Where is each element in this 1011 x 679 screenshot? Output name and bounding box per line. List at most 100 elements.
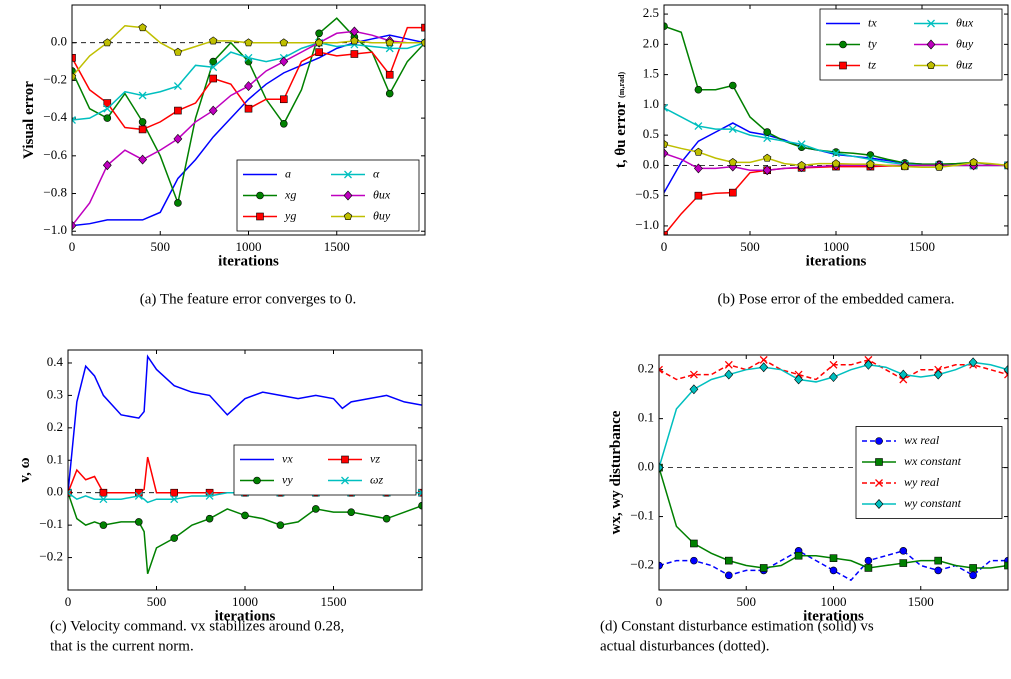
marker — [138, 91, 147, 100]
marker — [385, 38, 394, 47]
plot-area — [72, 17, 425, 231]
marker — [138, 125, 147, 134]
y-tick-label: −0.2 — [39, 549, 63, 564]
y-tick-label: 2.5 — [643, 5, 659, 20]
y-axis-label: v, ω — [17, 457, 33, 482]
legend-label: θuy — [956, 36, 974, 50]
x-tick-label: 500 — [740, 239, 760, 254]
marker — [279, 56, 289, 67]
marker — [103, 99, 112, 107]
legend-label: yg — [284, 208, 296, 222]
marker — [664, 231, 668, 235]
marker — [134, 491, 143, 500]
marker — [832, 148, 840, 156]
series-line — [68, 354, 422, 493]
marker — [831, 159, 841, 168]
marker — [138, 154, 148, 165]
y-tick-label: −0.2 — [630, 557, 654, 572]
plot-area — [659, 355, 1008, 582]
marker — [138, 118, 147, 126]
x-tick-label: 1000 — [823, 239, 849, 254]
marker — [829, 566, 838, 575]
marker — [759, 564, 768, 572]
marker — [1004, 561, 1008, 570]
y-tick-label: −0.6 — [43, 147, 67, 162]
y-tick-label: 1.0 — [643, 96, 659, 111]
marker — [279, 119, 288, 128]
legend-marker — [256, 191, 264, 200]
marker — [315, 48, 323, 56]
axes-frame — [663, 4, 1009, 236]
marker — [694, 122, 703, 131]
y-tick-label: 0.0 — [51, 34, 67, 49]
marker — [969, 157, 978, 166]
legend-marker — [256, 212, 264, 221]
x-tick-label: 1500 — [908, 594, 934, 609]
marker — [694, 147, 703, 156]
marker — [385, 70, 394, 79]
caption: (b) Pose error of the embedded camera. — [718, 291, 955, 307]
marker — [170, 495, 179, 504]
legend-marker — [341, 476, 349, 485]
y-tick-label: 0.2 — [638, 361, 654, 376]
marker — [103, 104, 112, 113]
marker — [794, 374, 804, 385]
marker — [863, 359, 873, 370]
marker — [829, 554, 838, 562]
x-tick-label: 0 — [65, 594, 72, 609]
legend-label: tz — [868, 57, 876, 71]
marker — [689, 384, 699, 395]
marker — [759, 355, 768, 364]
marker — [969, 571, 977, 580]
marker — [759, 362, 769, 373]
legend-marker — [875, 479, 883, 487]
marker — [209, 74, 217, 83]
marker — [170, 534, 178, 542]
legend-marker — [343, 212, 353, 221]
marker — [694, 191, 703, 200]
legend-marker — [874, 499, 884, 509]
y-tick-label: −0.4 — [43, 109, 67, 124]
x-axis-label: iterations — [218, 253, 279, 269]
series-line — [664, 164, 1008, 235]
marker — [314, 38, 324, 47]
legend-label: θuy — [373, 208, 391, 222]
legend-marker — [343, 190, 353, 201]
legend-marker — [875, 458, 883, 466]
marker — [350, 50, 359, 58]
axes-frame — [658, 354, 1009, 591]
marker — [385, 89, 394, 98]
x-tick-label: 1000 — [821, 594, 847, 609]
legend-label: vy — [282, 472, 293, 486]
x-axis-label: iterations — [215, 608, 276, 624]
y-axis-label-text: t, θu error — [613, 102, 629, 169]
y-tick-label: 0.4 — [47, 354, 64, 369]
marker — [664, 139, 669, 148]
marker — [103, 38, 112, 47]
marker — [241, 511, 249, 520]
marker — [724, 556, 733, 565]
legend-label: a — [285, 166, 291, 180]
legend-label: ty — [868, 36, 877, 50]
marker — [1003, 161, 1008, 169]
legend-label: ωz — [370, 472, 383, 486]
y-tick-label: 1.5 — [643, 66, 659, 81]
marker — [420, 38, 425, 47]
marker — [244, 53, 253, 62]
marker — [209, 57, 217, 66]
marker — [174, 199, 182, 207]
legend-marker — [926, 39, 936, 50]
marker — [174, 106, 182, 115]
legend-marker — [839, 61, 847, 70]
y-tick-label: −1.0 — [635, 217, 659, 232]
marker — [209, 36, 218, 45]
marker — [832, 149, 840, 158]
y-tick-label: 0.1 — [47, 451, 63, 466]
marker — [934, 566, 943, 575]
legend-marker — [253, 476, 261, 485]
plot-area — [664, 22, 1008, 235]
series-line — [659, 549, 1008, 582]
x-tick-label: 0 — [661, 239, 668, 254]
marker — [72, 220, 77, 231]
marker — [418, 488, 422, 497]
